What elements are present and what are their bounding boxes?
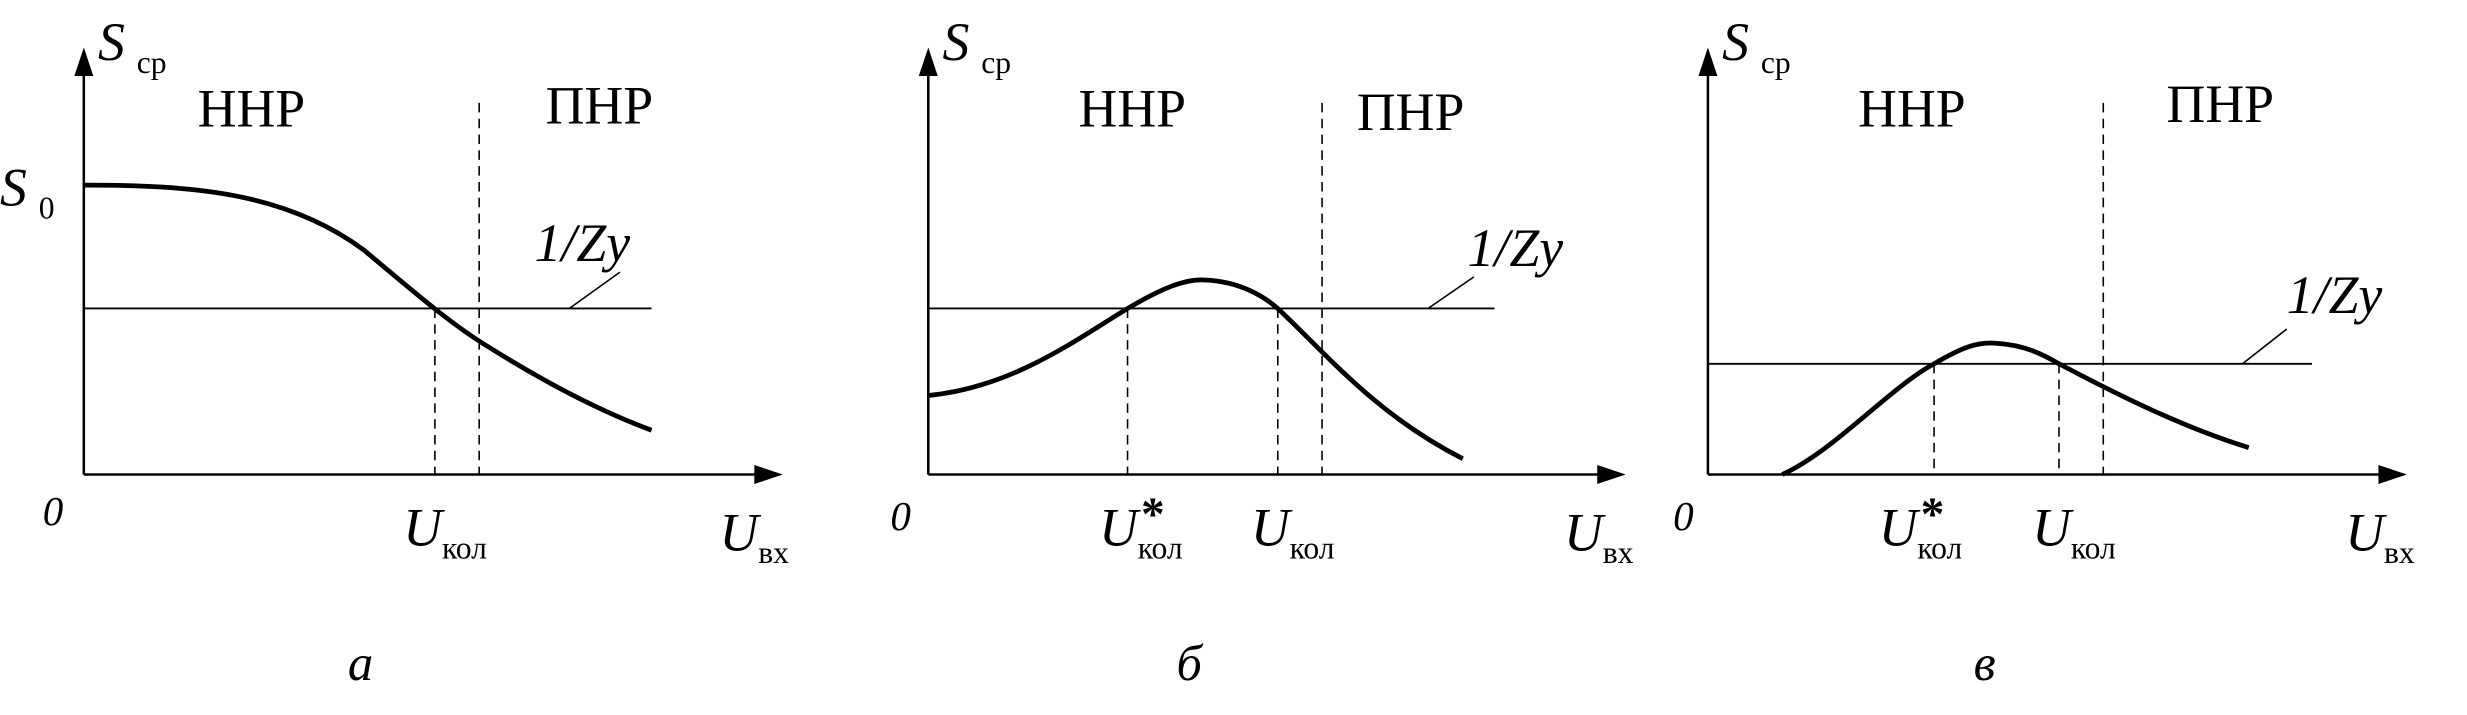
x-marker-symbol: U bbox=[1879, 498, 1921, 558]
y-axis-arrow bbox=[1698, 47, 1718, 77]
panel: 1/Zу ННР ПНР 0 в bbox=[1673, 47, 2407, 691]
origin-label: 0 bbox=[1673, 493, 1694, 539]
y-axis-label-symbol: S bbox=[943, 12, 970, 72]
x-axis-arrow bbox=[1597, 465, 1626, 485]
panel: 1/Zу ННР ПНР 0 б bbox=[890, 47, 1626, 691]
x-axis-label-symbol: U bbox=[2345, 502, 2387, 562]
panel-caption: а bbox=[348, 635, 373, 691]
x-marker-subscript: кол bbox=[1917, 530, 1962, 565]
x-axis-arrow bbox=[2378, 465, 2407, 485]
y-axis-arrow bbox=[74, 47, 94, 77]
x-marker-subscript: кол bbox=[442, 530, 487, 565]
y-axis-label-symbol: S bbox=[1722, 12, 1749, 72]
y-axis-label-subscript: ср bbox=[1761, 45, 1791, 80]
stable-region-label: ННР bbox=[1858, 79, 1966, 139]
leader-line bbox=[568, 271, 621, 310]
origin-label: 0 bbox=[43, 488, 64, 534]
x-axis-label-subscript: вх bbox=[758, 535, 789, 570]
origin-label: 0 bbox=[890, 493, 911, 539]
x-marker-superscript: * bbox=[1921, 489, 1945, 541]
x-marker-subscript: кол bbox=[1138, 530, 1183, 565]
x-marker-subscript: кол bbox=[1290, 530, 1335, 565]
unstable-region-label: ПНР bbox=[2167, 74, 2275, 134]
panel-caption: в bbox=[1974, 635, 1996, 691]
panel: 1/Zу ННР ПНР 0 а bbox=[43, 47, 783, 691]
y-axis-label-subscript: ср bbox=[137, 45, 167, 80]
x-axis-label-symbol: U bbox=[1564, 502, 1606, 562]
x-marker-subscript: кол bbox=[2071, 530, 2116, 565]
x-marker-symbol: U bbox=[2032, 498, 2074, 558]
y-axis-arrow bbox=[918, 47, 938, 77]
unstable-region-label: ПНР bbox=[1357, 82, 1465, 142]
panel-caption: б bbox=[1176, 635, 1203, 691]
slope-curve bbox=[928, 277, 1464, 461]
x-marker-symbol: U bbox=[1099, 498, 1141, 558]
unstable-region-label: ПНР bbox=[546, 75, 654, 135]
slope-curve bbox=[83, 182, 653, 433]
x-axis-label-symbol: U bbox=[720, 502, 762, 562]
stable-region-label: ННР bbox=[198, 79, 306, 139]
y-axis-label-symbol: S bbox=[98, 12, 125, 72]
x-marker-symbol: U bbox=[403, 498, 445, 558]
x-axis-label-subscript: вх bbox=[2384, 535, 2415, 570]
y-marker-symbol: S bbox=[0, 158, 27, 218]
x-axis-label-subscript: вх bbox=[1603, 535, 1634, 570]
stable-region-label: ННР bbox=[1079, 79, 1187, 139]
leader-line bbox=[2241, 328, 2288, 365]
y-marker-subscript: 0 bbox=[39, 190, 55, 225]
y-axis-label-subscript: ср bbox=[981, 45, 1011, 80]
leader-line bbox=[1427, 276, 1475, 310]
line-label: 1/Zу bbox=[535, 213, 631, 273]
x-marker-superscript: * bbox=[1141, 489, 1165, 541]
line-label: 1/Zу bbox=[2287, 265, 2383, 325]
x-marker-symbol: U bbox=[1251, 498, 1293, 558]
slope-curve bbox=[1781, 340, 2250, 477]
x-axis-arrow bbox=[754, 465, 783, 485]
line-label: 1/Zу bbox=[1468, 218, 1564, 278]
